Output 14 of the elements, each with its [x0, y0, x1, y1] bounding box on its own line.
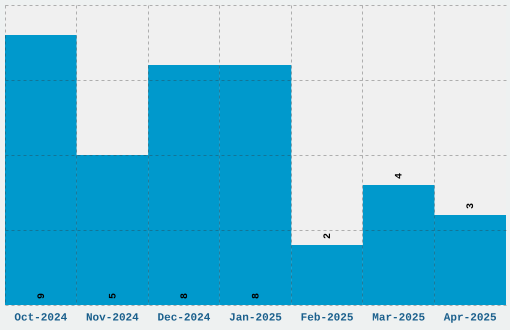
x-tick-label: Jan-2025 — [229, 312, 282, 324]
x-tick-label: Oct-2024 — [14, 312, 68, 324]
data-label: 4 — [394, 172, 406, 179]
data-label: 8 — [180, 292, 191, 299]
x-tick-label: Apr-2025 — [444, 312, 498, 324]
data-label: 2 — [323, 232, 334, 239]
x-tick-label: Mar-2025 — [372, 312, 426, 324]
data-label: 5 — [108, 292, 120, 299]
x-tick-label: Dec-2024 — [158, 312, 211, 324]
data-label: 8 — [252, 292, 262, 299]
data-label: 9 — [36, 292, 48, 299]
x-tick-label: Feb-2025 — [300, 312, 354, 324]
x-tick-label: Nov-2024 — [86, 312, 140, 324]
data-label: 3 — [466, 202, 478, 209]
